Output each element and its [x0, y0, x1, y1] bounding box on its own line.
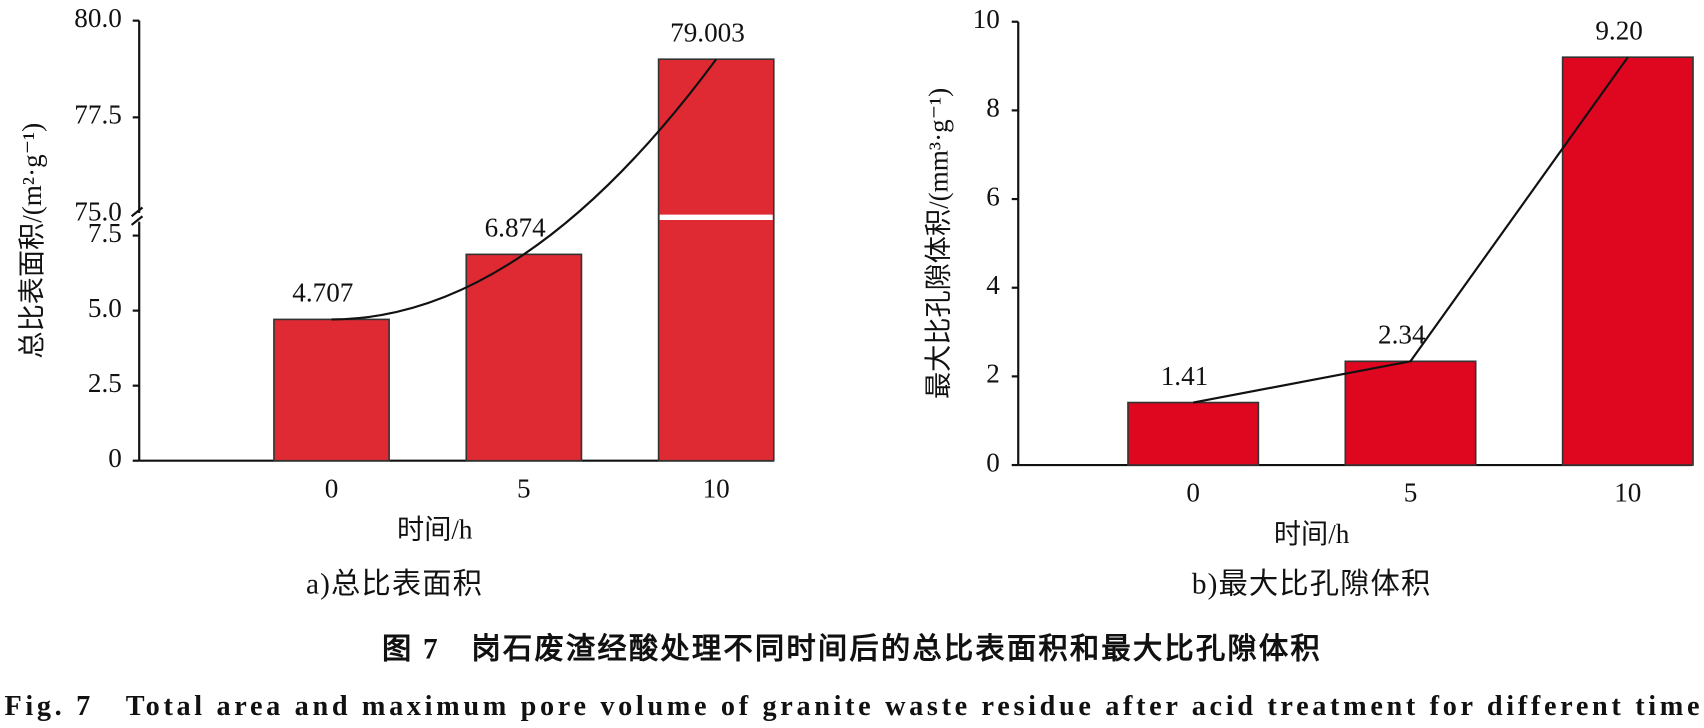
value-label: 6.874 — [485, 213, 547, 243]
x-axis-title: 时间/h — [397, 515, 473, 545]
y-tick-label: 2.5 — [88, 368, 122, 398]
bar — [1344, 360, 1477, 466]
value-label: 1.41 — [1161, 361, 1209, 391]
y-tick-label: 2 — [986, 359, 1000, 389]
y-axis-title: 总比表面积/(m²·g⁻¹) — [17, 123, 47, 359]
value-label: 9.20 — [1595, 16, 1643, 46]
value-label: 2.34 — [1378, 320, 1426, 350]
trend-line — [1192, 56, 1629, 404]
caption-cn: 图 7 岗石废渣经酸处理不同时间后的总比表面积和最大比孔隙体积 — [382, 632, 1322, 666]
x-tick-label: 10 — [1614, 478, 1641, 508]
subtitle: a)总比表面积 — [306, 567, 483, 600]
trend-line — [331, 58, 718, 321]
x-tick-label: 0 — [325, 473, 339, 503]
bar — [1561, 56, 1694, 466]
axis-break-mark — [130, 206, 144, 226]
y-tick-label: 75.0 — [74, 196, 122, 226]
axis-break-gap — [130, 212, 148, 222]
y-tick-label: 80.0 — [74, 3, 122, 33]
x-tick-label: 5 — [1404, 478, 1418, 508]
x-tick-label: 0 — [1186, 478, 1200, 508]
y-tick-label: 0 — [986, 447, 1000, 477]
y-tick-label: 4 — [986, 270, 1000, 300]
y-tick-label: 0 — [108, 443, 122, 473]
value-label: 79.003 — [670, 18, 745, 48]
bar — [465, 253, 583, 462]
bar — [657, 58, 775, 462]
y-tick-label: 77.5 — [74, 100, 122, 130]
value-label: 4.707 — [292, 278, 353, 308]
caption-en: Fig. 7 Total area and maximum pore volum… — [4, 691, 1699, 722]
x-axis-title: 时间/h — [1274, 519, 1350, 549]
y-tick-label: 8 — [986, 93, 1000, 123]
y-tick-label: 6 — [986, 181, 1000, 211]
y-tick-label: 7.5 — [88, 218, 122, 248]
y-tick-label: 10 — [973, 4, 1000, 34]
bar — [273, 318, 390, 462]
y-axis-title: 最大比孔隙体积/(mm³·g⁻¹) — [923, 88, 953, 399]
x-tick-label: 5 — [517, 473, 531, 503]
x-tick-label: 10 — [703, 473, 730, 503]
bar — [1127, 401, 1260, 466]
y-tick-label: 5.0 — [88, 293, 122, 323]
subtitle: b)最大比孔隙体积 — [1192, 567, 1432, 600]
